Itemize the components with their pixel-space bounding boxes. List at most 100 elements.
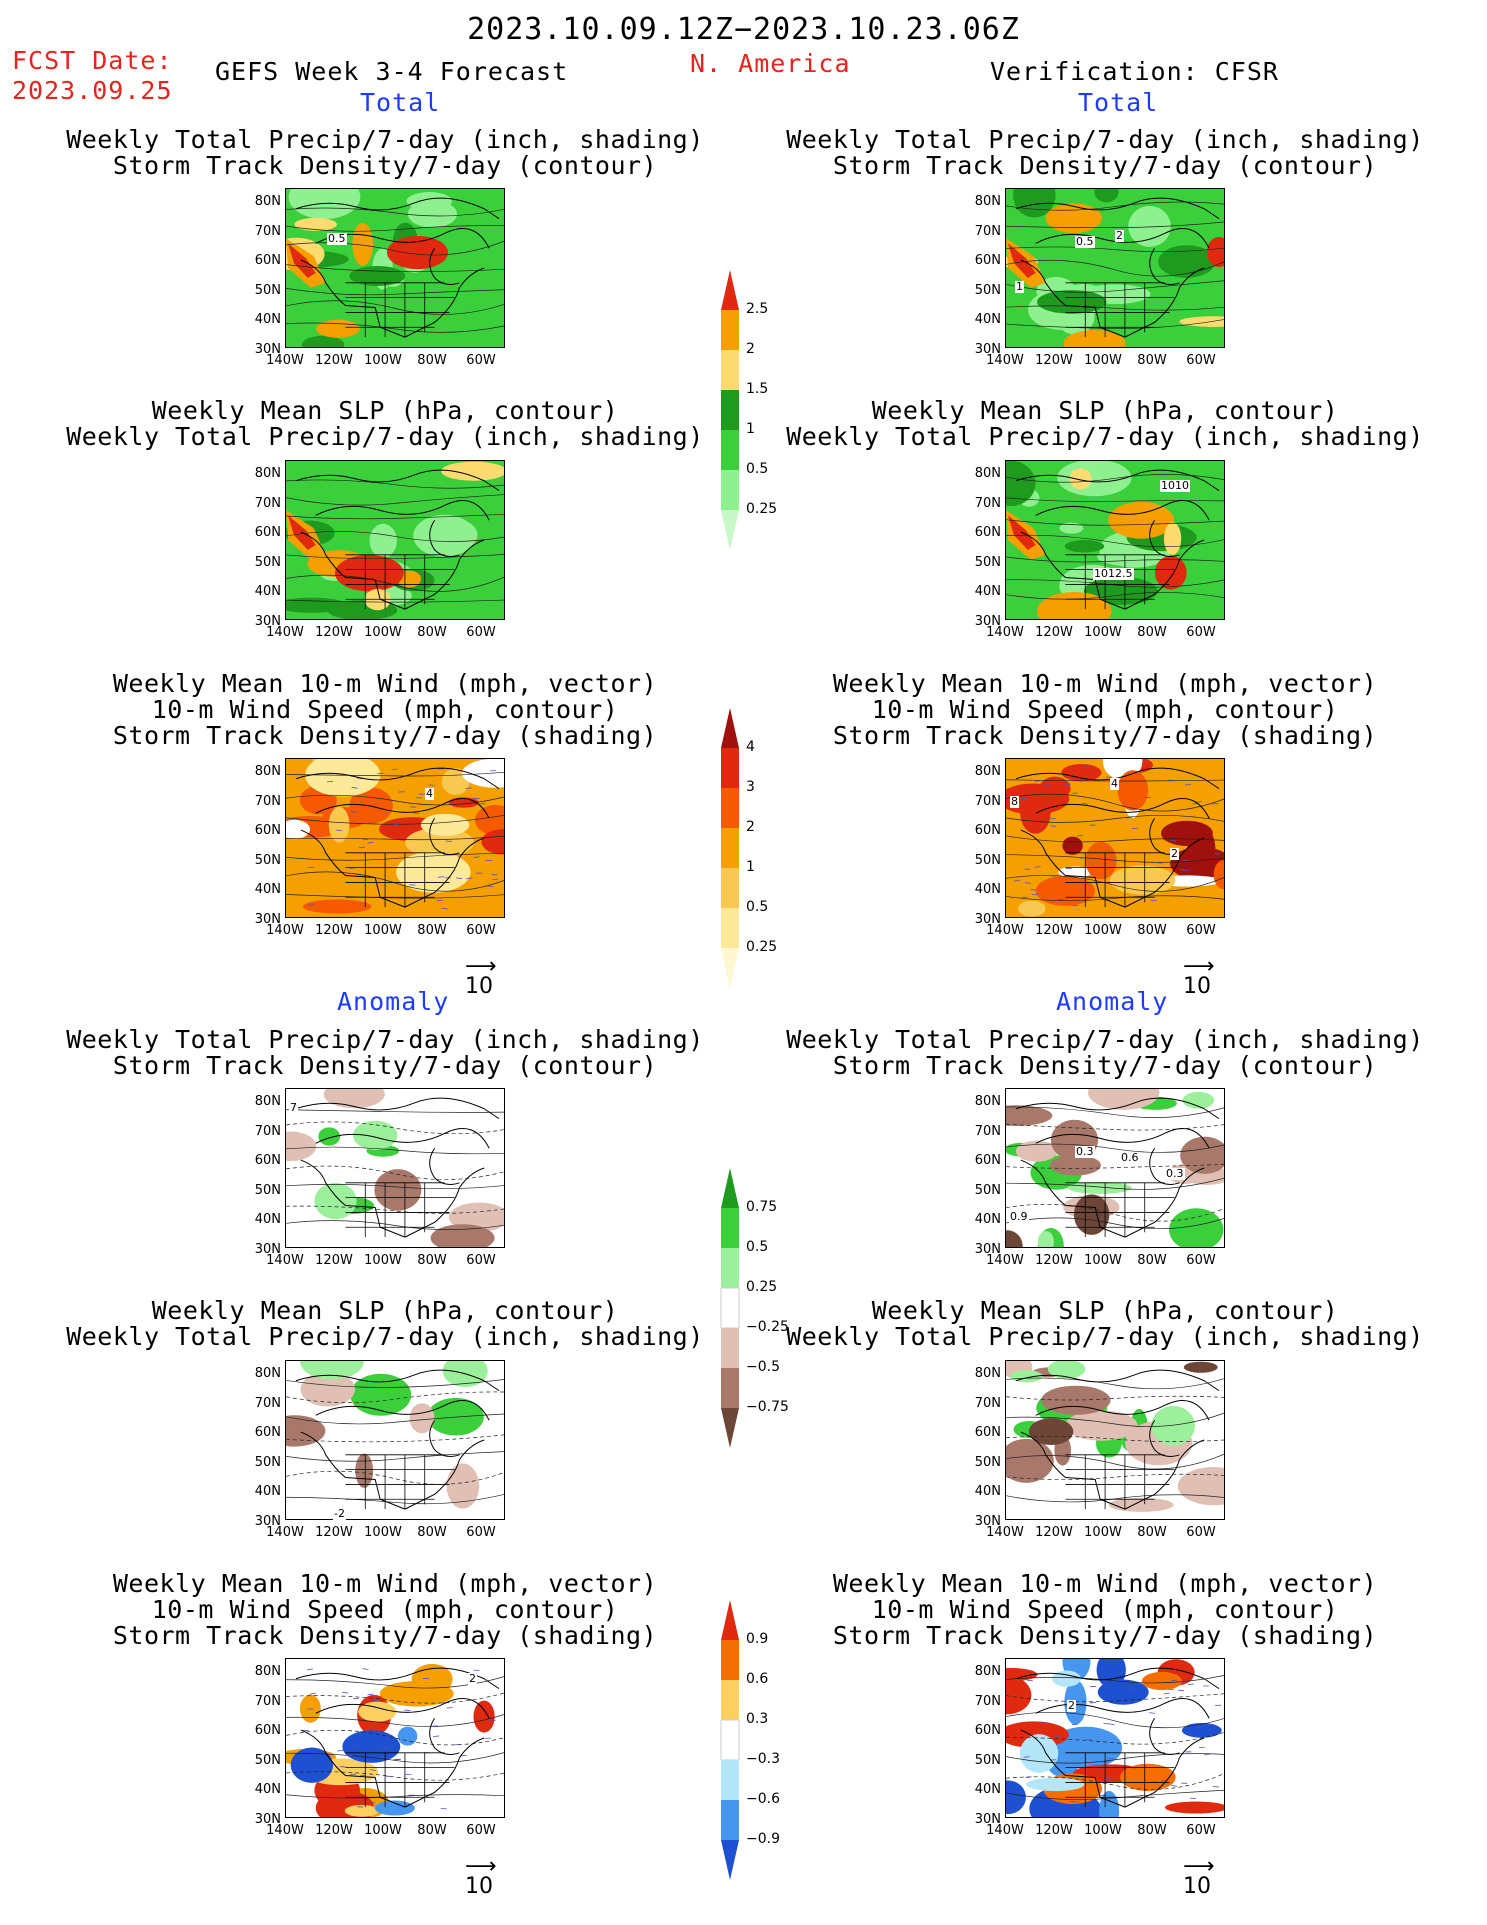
colorbar-swatch bbox=[720, 1287, 740, 1329]
contour-line bbox=[286, 479, 504, 489]
lat-tick-label: 70N bbox=[254, 223, 281, 239]
colorbar-swatch bbox=[721, 748, 739, 788]
contour-line bbox=[286, 1451, 504, 1462]
contour-line bbox=[286, 1220, 504, 1230]
wind-vector bbox=[1182, 869, 1189, 872]
arrow-right-icon: ⟶ bbox=[1183, 1854, 1215, 1879]
map-t3-right bbox=[1005, 758, 1225, 918]
contour-line bbox=[1006, 1453, 1224, 1470]
shading-region bbox=[1073, 1194, 1110, 1235]
contour-line bbox=[1006, 221, 1224, 228]
colorbar-swatch bbox=[721, 788, 739, 828]
shading-region bbox=[386, 235, 449, 270]
lat-tick-label: 50N bbox=[254, 282, 281, 298]
wind-vector bbox=[391, 768, 398, 771]
colorbar-swatch bbox=[721, 1760, 739, 1800]
lon-tick-label: 60W bbox=[466, 625, 496, 640]
lat-tick-label: 80N bbox=[974, 1664, 1001, 1679]
contour-label: 1 bbox=[1015, 280, 1024, 293]
colorbar-label: −0.9 bbox=[746, 1831, 780, 1847]
contour-line bbox=[286, 513, 504, 520]
arrow-right-icon: ⟶ bbox=[1183, 954, 1215, 979]
wind-vector bbox=[1178, 1689, 1185, 1692]
shading-region bbox=[1170, 846, 1224, 881]
lat-tick-label: 70N bbox=[974, 1395, 1001, 1411]
shading-region bbox=[1006, 1675, 1032, 1715]
colorbar-label: 0.3 bbox=[746, 1711, 769, 1727]
lon-tick-label: 100W bbox=[364, 1253, 402, 1268]
shading-region bbox=[481, 829, 504, 855]
wind-vector bbox=[1129, 1688, 1136, 1691]
lat-tick-label: 60N bbox=[974, 1723, 1001, 1738]
colorbar-label: 0.25 bbox=[746, 1279, 778, 1295]
lon-tick-label: 140W bbox=[986, 1823, 1024, 1838]
wind-vector bbox=[465, 787, 472, 790]
contour-line bbox=[286, 554, 504, 560]
coastline bbox=[1015, 469, 1220, 610]
wind-vector bbox=[326, 780, 334, 783]
contour-line bbox=[286, 835, 504, 841]
contour-line bbox=[286, 1184, 504, 1190]
colorbar-swatch bbox=[721, 1168, 739, 1208]
state-borders bbox=[345, 1454, 455, 1510]
lon-tick-label: 80W bbox=[1137, 923, 1167, 938]
shading-region bbox=[316, 319, 360, 338]
panel-title-a1-right: Weekly Total Precip/7-day (inch, shading… bbox=[786, 1025, 1424, 1080]
colorbar-label: −0.25 bbox=[746, 1319, 789, 1335]
wind-vector bbox=[1108, 1723, 1115, 1726]
shading-region bbox=[1057, 461, 1132, 497]
wind-vector bbox=[358, 846, 366, 849]
colorbar-label: 0.25 bbox=[746, 501, 778, 517]
date-range-title: 2023.10.09.12Z−2023.10.23.06Z bbox=[467, 12, 1020, 47]
lat-tick-label: 60N bbox=[974, 823, 1001, 838]
lat-tick-label: 80N bbox=[974, 194, 1001, 209]
shading-region bbox=[1128, 205, 1171, 247]
colorbar-label: 1.5 bbox=[746, 381, 769, 397]
shading-region bbox=[405, 827, 475, 858]
contour-line bbox=[286, 207, 504, 217]
lat-tick-label: 30N bbox=[974, 911, 1001, 927]
lat-tick-label: 30N bbox=[974, 613, 1001, 629]
lat-tick-label: 60N bbox=[254, 253, 281, 268]
shading-region bbox=[342, 1730, 401, 1763]
shading-region bbox=[300, 1371, 356, 1407]
contour-line bbox=[1006, 259, 1224, 277]
wind-vector bbox=[479, 803, 486, 805]
wind-vector bbox=[1171, 1679, 1178, 1682]
fcst-date-value: 2023.09.25 bbox=[12, 76, 173, 105]
contour-line bbox=[1006, 1675, 1224, 1684]
lon-tick-label: 140W bbox=[986, 923, 1024, 938]
lon-tick-label: 80W bbox=[1137, 1823, 1167, 1838]
wind-vector bbox=[460, 1754, 467, 1757]
lat-tick-label: 30N bbox=[254, 613, 281, 629]
lat-tick-label: 50N bbox=[974, 1182, 1001, 1198]
lat-tick-label: 80N bbox=[254, 1664, 281, 1679]
panel-title-a3-left: Weekly Mean 10-m Wind (mph, vector) 10-m … bbox=[112, 1569, 658, 1650]
colorbar-label: 1 bbox=[746, 421, 755, 437]
lon-tick-label: 100W bbox=[1084, 923, 1122, 938]
shading-region bbox=[1026, 1777, 1085, 1792]
shading-region bbox=[1049, 1154, 1101, 1176]
lat-tick-label: 60N bbox=[974, 253, 1001, 268]
colorbar-label: 0.25 bbox=[746, 939, 778, 955]
shading-region bbox=[1006, 1438, 1054, 1483]
lon-tick-label: 80W bbox=[417, 1525, 447, 1540]
panel-title-a3-right: Weekly Mean 10-m Wind (mph, vector) 10-m … bbox=[832, 1569, 1378, 1650]
contour-line bbox=[286, 871, 504, 892]
contour-line bbox=[1006, 814, 1224, 823]
lat-tick-label: 70N bbox=[254, 1123, 281, 1139]
lon-tick-label: 100W bbox=[364, 1823, 402, 1838]
lon-tick-label: 80W bbox=[1137, 625, 1167, 640]
lon-tick-label: 100W bbox=[1084, 1253, 1122, 1268]
contour-line bbox=[286, 894, 504, 899]
panel-title-t2-right: Weekly Mean SLP (hPa, contour) Weekly Tot… bbox=[786, 396, 1424, 451]
contour-line bbox=[1006, 201, 1224, 211]
wind-vector bbox=[1054, 1735, 1061, 1738]
wind-vector bbox=[456, 877, 463, 880]
shading-region bbox=[1108, 501, 1174, 539]
contour-label: 2 bbox=[1067, 1699, 1076, 1712]
shading-region bbox=[355, 1453, 374, 1488]
contour-line bbox=[1006, 1143, 1224, 1153]
lon-tick-label: 140W bbox=[986, 1253, 1024, 1268]
colorbar-swatch bbox=[721, 708, 739, 748]
